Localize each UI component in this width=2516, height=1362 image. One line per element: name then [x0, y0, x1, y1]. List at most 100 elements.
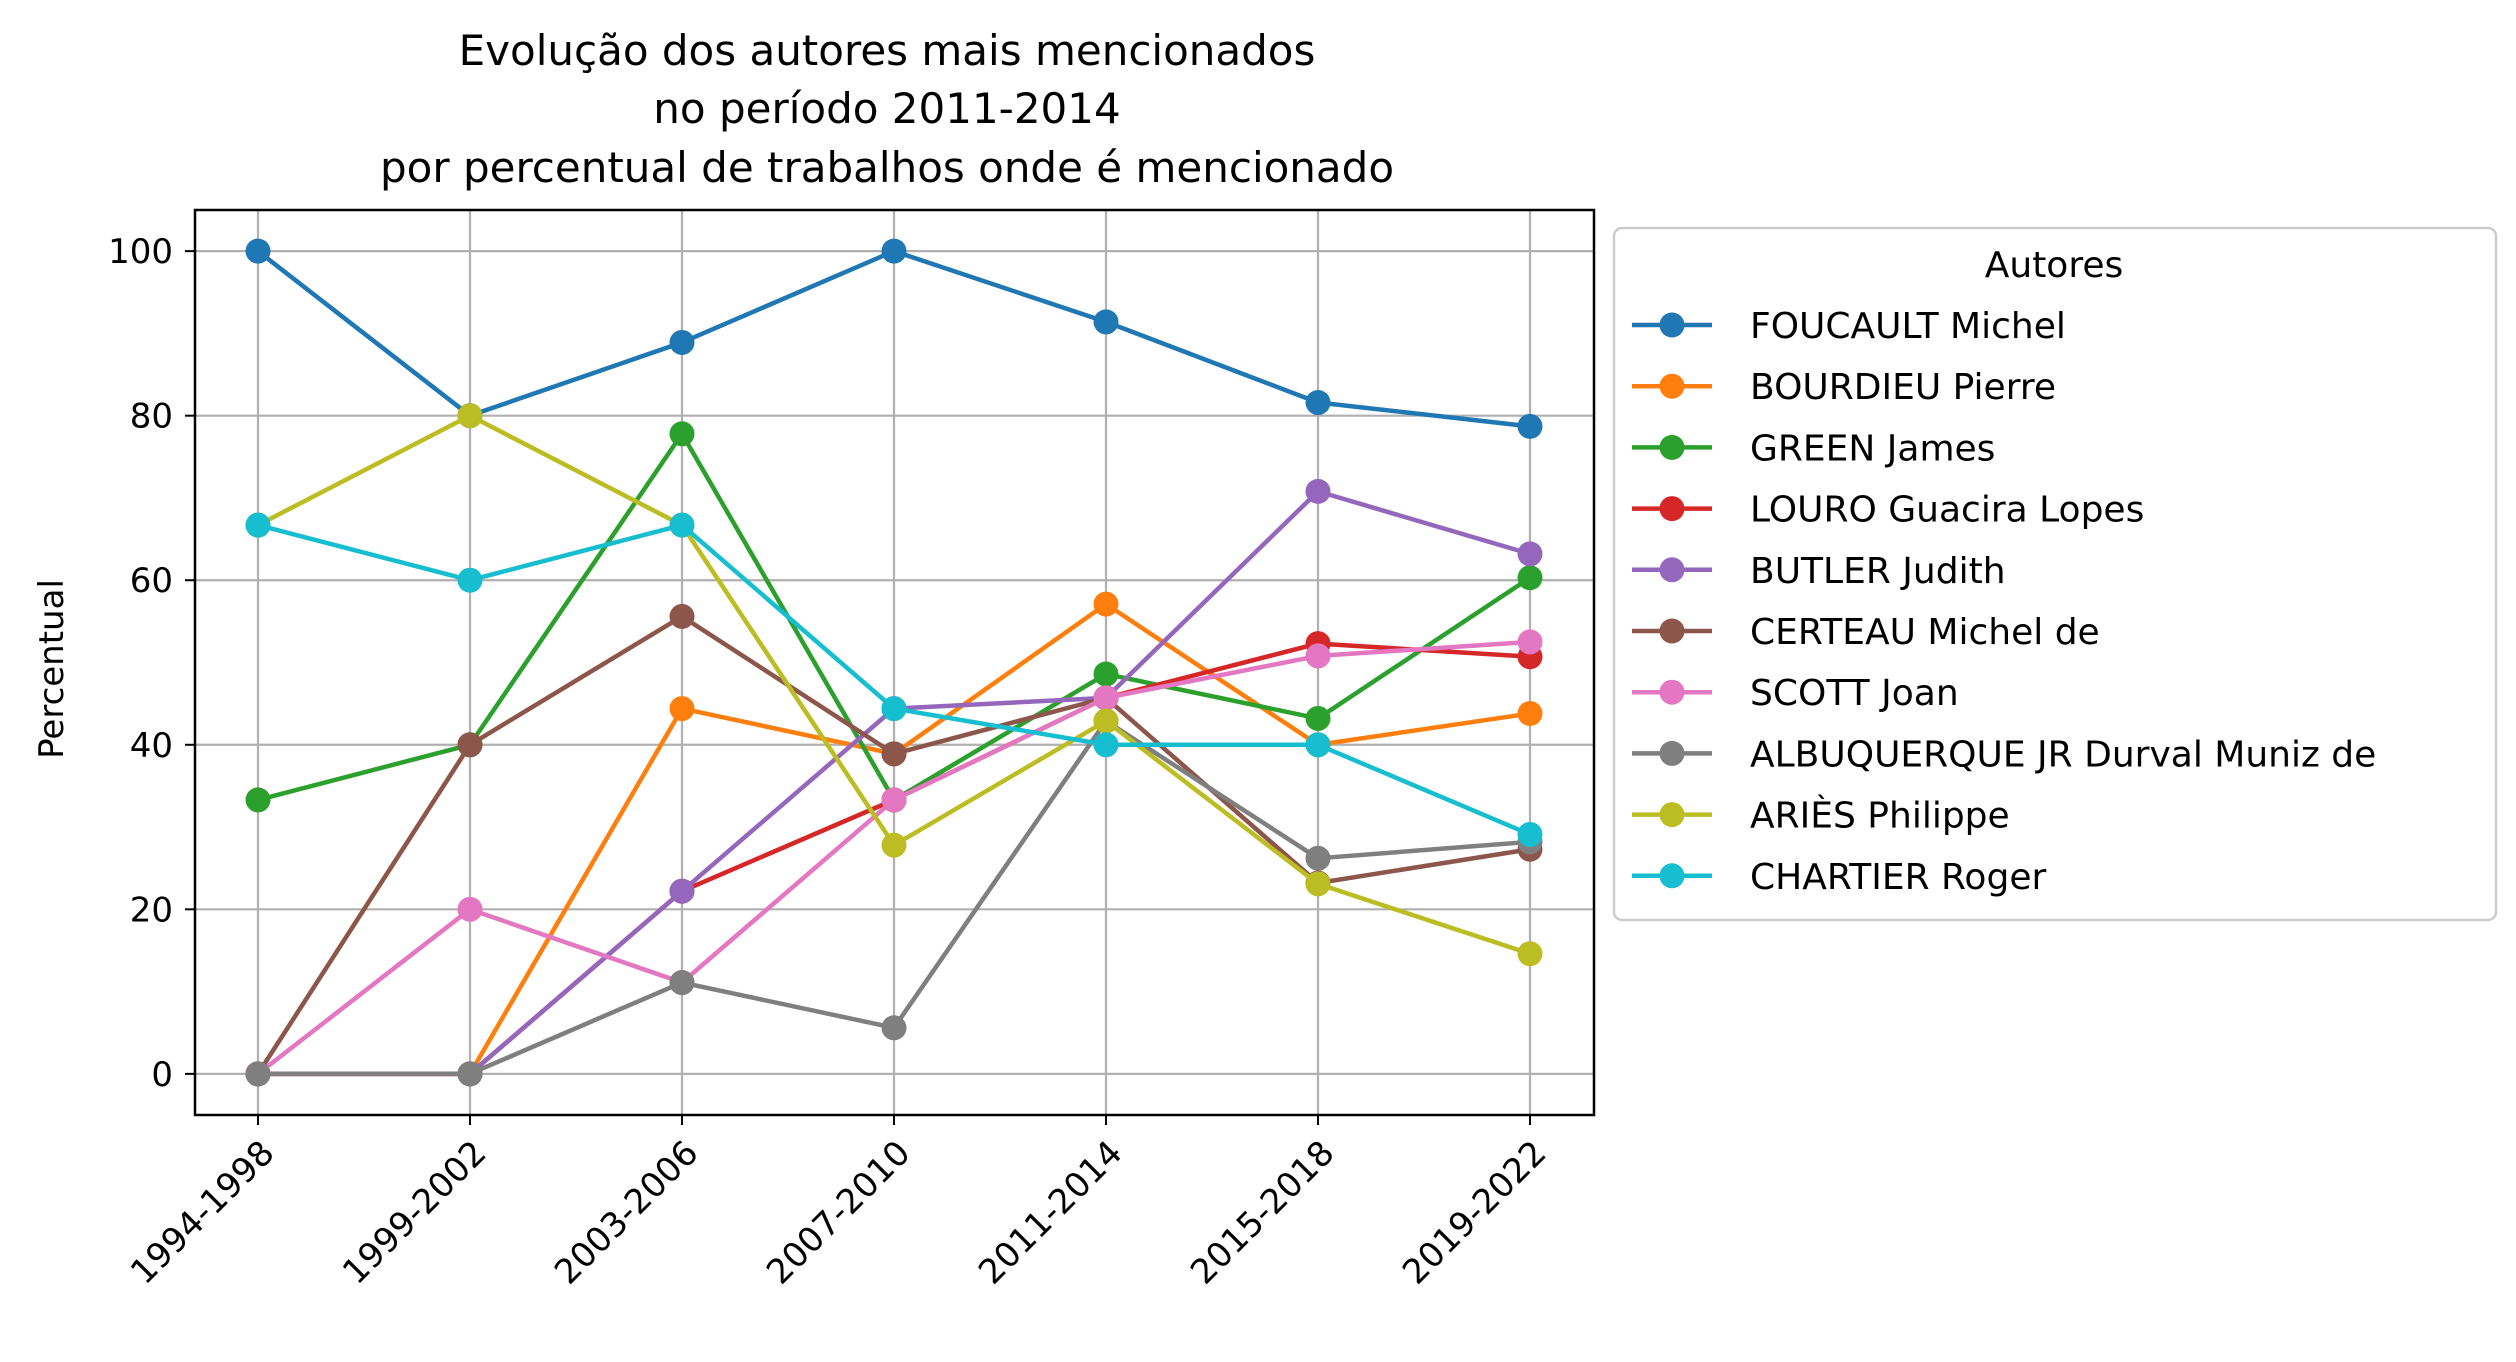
data-point [1517, 629, 1543, 655]
legend-label: ALBUQUERQUE JR Durval Muniz de [1750, 734, 2376, 775]
data-point [669, 512, 695, 538]
data-point [1305, 390, 1331, 416]
chart-title: Evolução dos autores mais mencionados no… [380, 26, 1394, 192]
data-point [1093, 685, 1119, 711]
data-point [669, 970, 695, 996]
data-point [245, 1061, 271, 1087]
legend-title: Autores [1985, 245, 2124, 286]
legend-item: GREEN James [1632, 428, 1995, 469]
chart-title-line-2: no período 2011-2014 [653, 84, 1120, 133]
data-point [245, 787, 271, 813]
data-point [1305, 845, 1331, 871]
data-point [881, 832, 907, 858]
legend-marker [1659, 434, 1685, 460]
legend-item: SCOTT Joan [1632, 673, 1959, 714]
data-point [1517, 565, 1543, 591]
data-point [881, 1015, 907, 1041]
legend-marker [1659, 802, 1685, 828]
data-point [1305, 732, 1331, 758]
data-point [245, 512, 271, 538]
data-point [457, 403, 483, 429]
data-point [669, 329, 695, 355]
data-point [1305, 705, 1331, 731]
axes: 0 20 40 60 80 100 1994-1998 1999-2002 2003-2006 2… [108, 208, 1596, 1292]
series-group [245, 708, 1543, 1087]
grid [195, 210, 1594, 1115]
data-point [669, 603, 695, 629]
series-group [245, 512, 1543, 847]
plot-frame [193, 208, 1596, 1117]
legend-label: ARIÈS Philippe [1750, 795, 2010, 837]
data-point [1305, 478, 1331, 504]
x-tick-label: 1999-2002 [335, 1133, 494, 1292]
data-point [881, 741, 907, 767]
data-point [1093, 661, 1119, 687]
legend-label: GREEN James [1750, 428, 1995, 469]
legend-marker [1659, 557, 1685, 583]
data-point [1517, 541, 1543, 567]
x-tick-label: 2019-2022 [1395, 1133, 1554, 1292]
x-tick-label: 2011-2014 [971, 1133, 1130, 1292]
data-point [669, 421, 695, 447]
legend-item: BOURDIEU Pierre [1632, 367, 2056, 408]
legend-marker [1659, 373, 1685, 399]
legend-label: BUTLER Judith [1750, 551, 2006, 592]
data-point [669, 696, 695, 722]
data-point [1093, 309, 1119, 335]
legend-item: LOURO Guacira Lopes [1632, 490, 2144, 531]
legend-marker [1659, 740, 1685, 766]
legend-item: ARIÈS Philippe [1632, 795, 2010, 837]
data-point [457, 1061, 483, 1087]
data-point [1517, 941, 1543, 967]
data-point [1305, 643, 1331, 669]
data-point [669, 878, 695, 904]
legend-item: BUTLER Judith [1632, 551, 2006, 592]
data-point [881, 696, 907, 722]
x-tick-label: 2015-2018 [1183, 1133, 1342, 1292]
legend: Autores FOUCAULT Michel BOURDIEU Pierre GRE… [1612, 226, 2498, 922]
y-tick-label: 100 [108, 232, 173, 272]
data-point [457, 732, 483, 758]
data-point [881, 238, 907, 264]
y-tick-label: 40 [130, 726, 173, 766]
series-lines [245, 238, 1543, 1087]
data-point [1305, 871, 1331, 897]
data-point [1093, 708, 1119, 734]
legend-label: CERTEAU Michel de [1750, 612, 2100, 653]
y-tick-label: 60 [130, 561, 173, 601]
legend-box [1612, 226, 2498, 922]
y-tick-label: 20 [130, 890, 173, 930]
legend-label: BOURDIEU Pierre [1750, 367, 2056, 408]
legend-marker [1659, 496, 1685, 522]
legend-label: SCOTT Joan [1750, 673, 1959, 714]
data-point [1517, 701, 1543, 727]
legend-item: FOUCAULT Michel [1632, 306, 2066, 347]
data-point [1093, 591, 1119, 617]
data-point [1517, 413, 1543, 439]
chart-title-line-3: por percentual de trabalhos onde é menci… [380, 143, 1394, 192]
x-tick-label: 1994-1998 [123, 1133, 282, 1292]
legend-marker [1659, 312, 1685, 338]
y-tick-label: 0 [151, 1055, 173, 1095]
legend-marker [1659, 863, 1685, 889]
legend-marker [1659, 679, 1685, 705]
legend-item: CHARTIER Roger [1632, 857, 2046, 898]
chart-title-line-1: Evolução dos autores mais mencionados [459, 26, 1316, 75]
data-point [881, 787, 907, 813]
legend-item: CERTEAU Michel de [1632, 612, 2100, 653]
y-axis-label: Percentual [32, 579, 72, 759]
legend-label: FOUCAULT Michel [1750, 306, 2066, 347]
x-tick-label: 2007-2010 [759, 1133, 918, 1292]
legend-item: ALBUQUERQUE JR Durval Muniz de [1632, 734, 2376, 775]
data-point [245, 238, 271, 264]
data-point [457, 896, 483, 922]
legend-marker [1659, 618, 1685, 644]
data-point [1093, 732, 1119, 758]
x-tick-label: 2003-2006 [547, 1133, 706, 1292]
y-tick-label: 80 [130, 397, 173, 437]
legend-label: CHARTIER Roger [1750, 857, 2046, 898]
data-point [457, 567, 483, 593]
data-point [1517, 821, 1543, 847]
legend-label: LOURO Guacira Lopes [1750, 490, 2144, 531]
